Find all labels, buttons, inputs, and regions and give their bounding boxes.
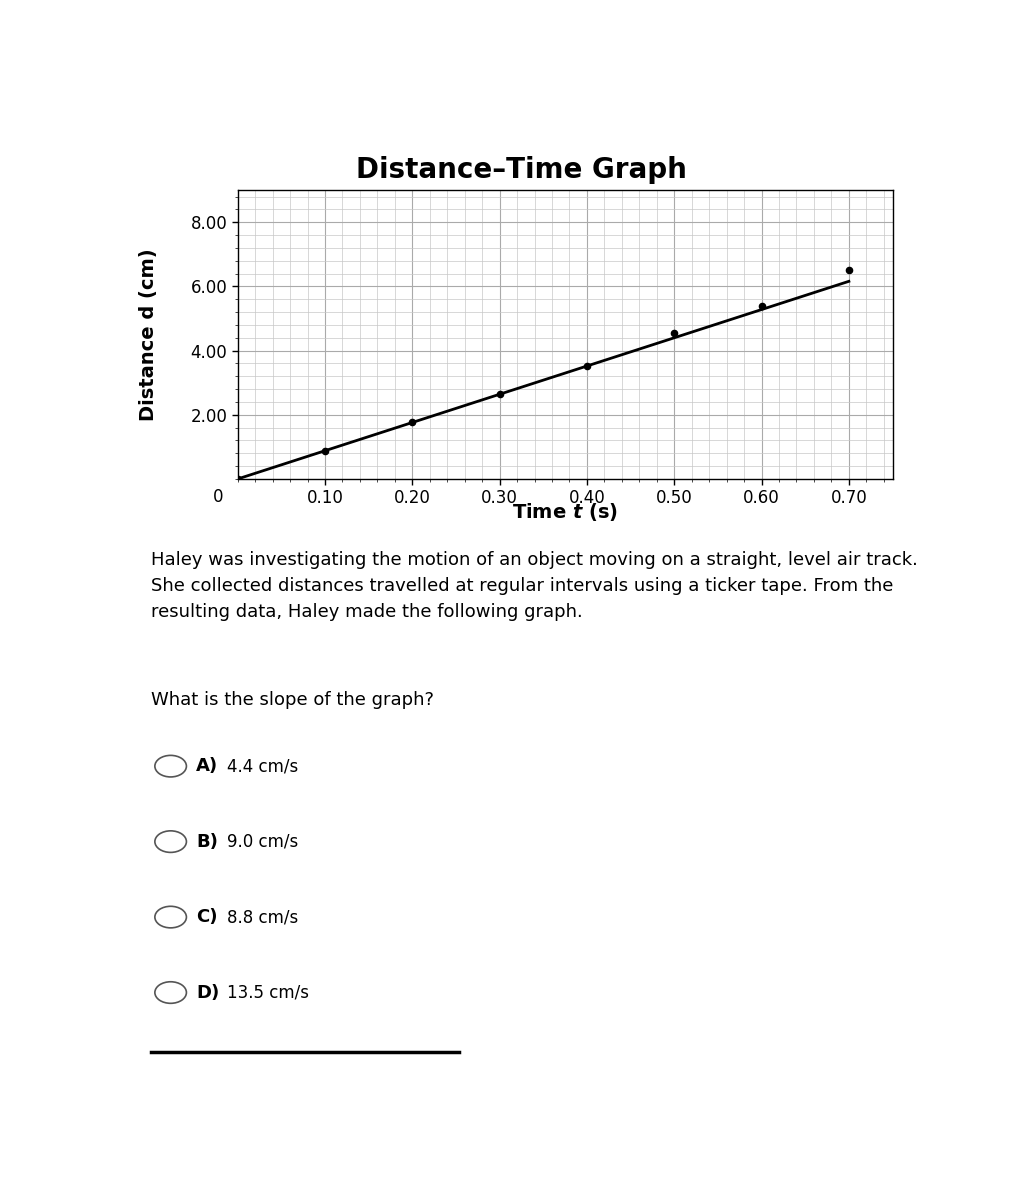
- Text: D): D): [195, 984, 219, 1002]
- Text: Haley was investigating the motion of an object moving on a straight, level air : Haley was investigating the motion of an…: [151, 551, 918, 622]
- Text: Distance d (cm): Distance d (cm): [139, 248, 158, 421]
- Text: B): B): [195, 833, 218, 851]
- Text: C): C): [195, 908, 218, 926]
- Text: What is the slope of the graph?: What is the slope of the graph?: [151, 691, 434, 709]
- Text: 8.8 cm/s: 8.8 cm/s: [227, 908, 298, 926]
- Text: A): A): [195, 757, 218, 775]
- Text: Time $\bfit{t}$ (s): Time $\bfit{t}$ (s): [512, 502, 618, 523]
- Text: Distance–Time Graph: Distance–Time Graph: [356, 156, 687, 184]
- Text: 13.5 cm/s: 13.5 cm/s: [227, 984, 309, 1002]
- Text: 9.0 cm/s: 9.0 cm/s: [227, 833, 298, 851]
- Text: 4.4 cm/s: 4.4 cm/s: [227, 757, 298, 775]
